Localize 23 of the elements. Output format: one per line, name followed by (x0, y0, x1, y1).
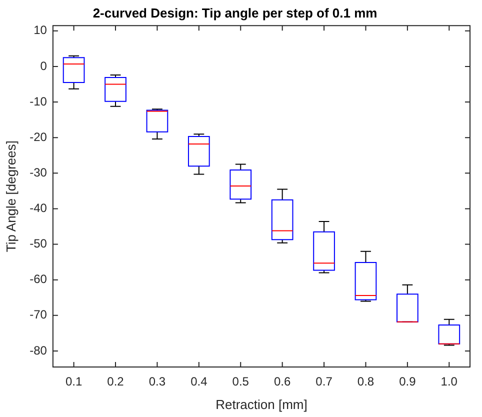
x-tick-label: 0.1 (65, 374, 82, 389)
y-tick-label: -60 (30, 272, 48, 286)
x-tick-label: 1.0 (440, 374, 458, 389)
x-tick-label: 0.6 (274, 374, 291, 389)
y-tick-label: -80 (30, 343, 48, 358)
y-tick-label: 0 (40, 58, 48, 73)
x-tick-label: 0.3 (148, 374, 166, 389)
x-tick-label: 0.2 (107, 374, 124, 389)
y-tick-label: -50 (30, 236, 48, 251)
x-tick-label: 0.9 (399, 374, 416, 389)
y-axis-title: Tip Angle [degrees] (3, 140, 18, 252)
y-tick-label: 10 (34, 23, 48, 38)
x-tick-label: 0.4 (190, 374, 208, 389)
y-tick-label: -70 (30, 308, 48, 322)
chart-title: 2-curved Design: Tip angle per step of 0.1 mm (92, 5, 378, 20)
y-tick-label: -10 (30, 94, 48, 108)
y-tick-label: -20 (30, 130, 48, 144)
x-tick-label: 0.7 (316, 374, 333, 389)
x-tick-label: 0.8 (357, 374, 374, 389)
x-tick-label: 0.5 (232, 374, 250, 389)
y-tick-label: -40 (30, 201, 48, 216)
x-axis-title: Retraction [mm] (216, 396, 308, 412)
y-tick-label: -30 (30, 165, 48, 180)
